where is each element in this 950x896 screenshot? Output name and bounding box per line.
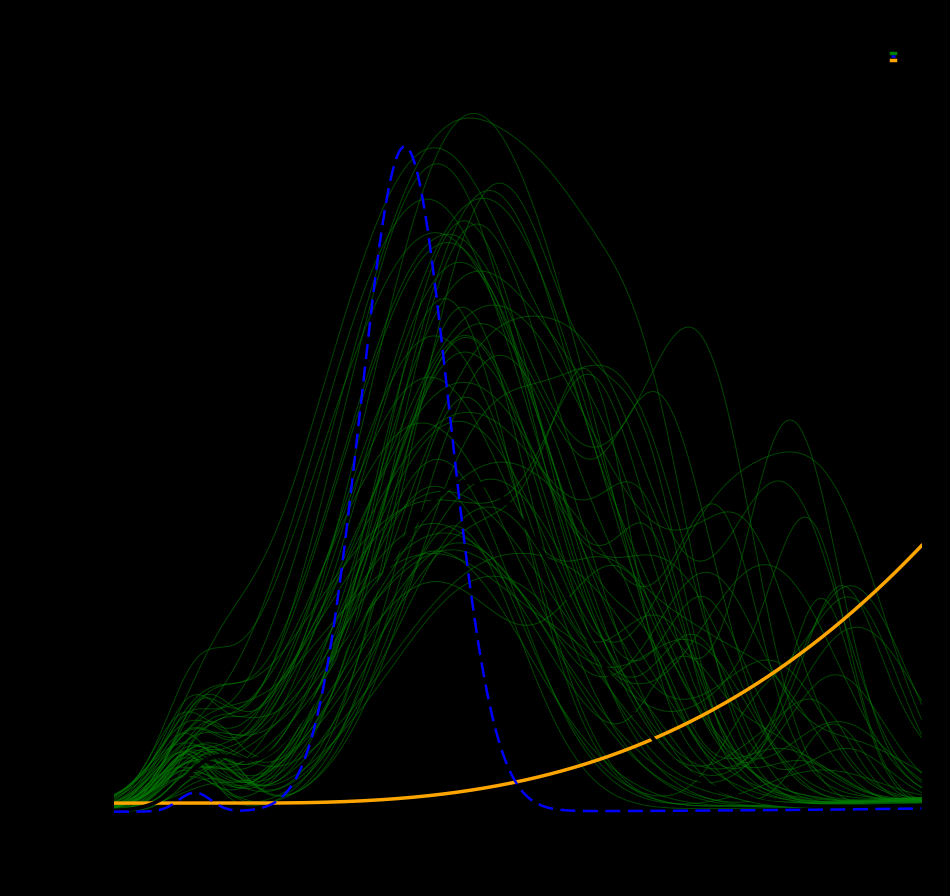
Legend: , , : , , xyxy=(890,51,897,61)
